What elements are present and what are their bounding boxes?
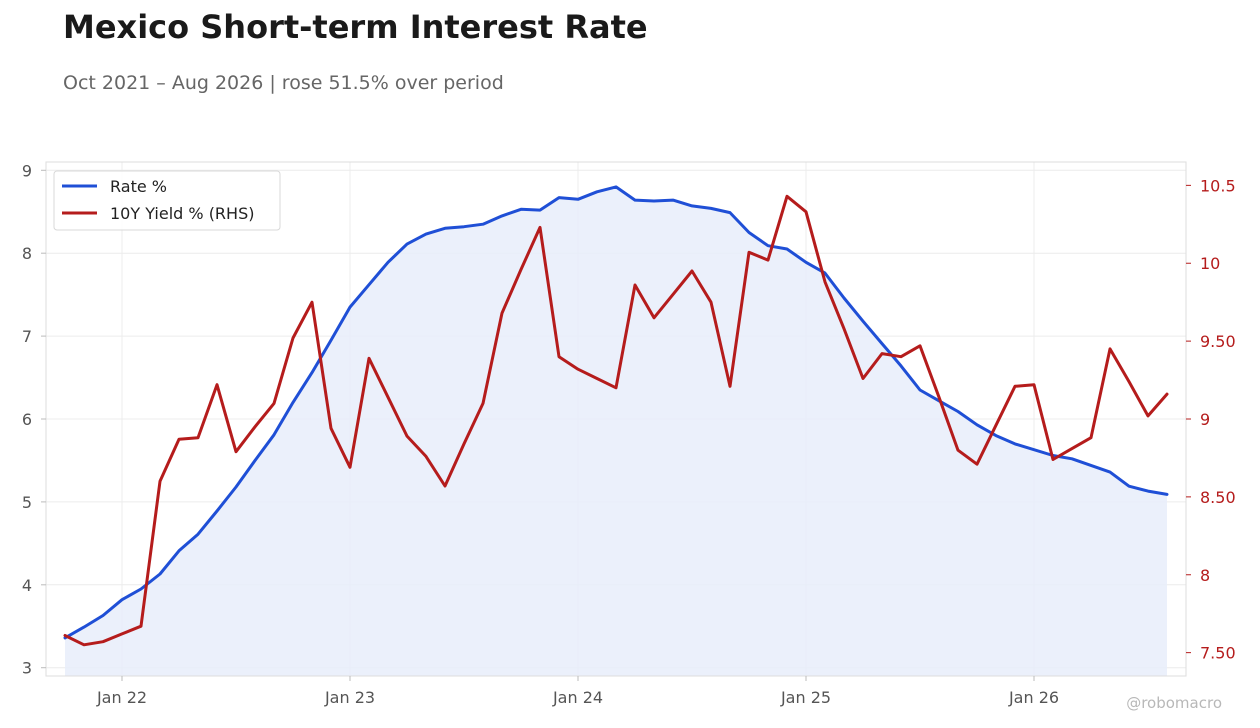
x-tick-label: Jan 24 [552, 688, 603, 707]
x-axis-ticks: Jan 22 Jan 23 Jan 24 Jan 25 Jan 26 [96, 676, 1059, 707]
left-tick-label: 8 [22, 244, 32, 263]
right-tick-label: 8.50 [1200, 488, 1236, 507]
rate-series-line [63, 185, 1169, 640]
yield-series-line [63, 194, 1169, 647]
x-tick-label: Jan 25 [780, 688, 831, 707]
legend-label-rate: Rate % [110, 177, 167, 196]
rate-area [65, 186, 1167, 676]
left-tick-label: 6 [22, 410, 32, 429]
rate-area-fill [65, 186, 1167, 676]
right-tick-label: 7.50 [1200, 644, 1236, 663]
left-tick-label: 7 [22, 327, 32, 346]
legend: Rate % 10Y Yield % (RHS) [53, 170, 281, 231]
chart-subtitle: Oct 2021 – Aug 2026 | rose 51.5% over pe… [63, 72, 504, 94]
legend-box [53, 170, 281, 231]
left-tick-label: 9 [22, 161, 32, 180]
left-axis-ticks: 3 4 5 6 7 8 9 [22, 161, 46, 678]
right-tick-label: 8 [1200, 566, 1210, 585]
left-tick-label: 3 [22, 659, 32, 678]
right-tick-label: 10.5 [1200, 176, 1236, 195]
chart-title: Mexico Short-term Interest Rate [63, 8, 648, 46]
right-tick-label: 9.50 [1200, 332, 1236, 351]
right-tick-label: 9 [1200, 410, 1210, 429]
series-lines [63, 185, 1169, 647]
left-tick-label: 5 [22, 493, 32, 512]
x-tick-label: Jan 26 [1008, 688, 1059, 707]
legend-label-yield: 10Y Yield % (RHS) [110, 204, 254, 223]
left-tick-label: 4 [22, 576, 32, 595]
watermark: @robomacro [1126, 694, 1222, 712]
right-axis-ticks: 7.50 8 8.50 9 9.50 10 10.5 [1186, 176, 1236, 663]
x-tick-label: Jan 23 [324, 688, 375, 707]
right-tick-label: 10 [1200, 254, 1220, 273]
x-tick-label: Jan 22 [96, 688, 147, 707]
